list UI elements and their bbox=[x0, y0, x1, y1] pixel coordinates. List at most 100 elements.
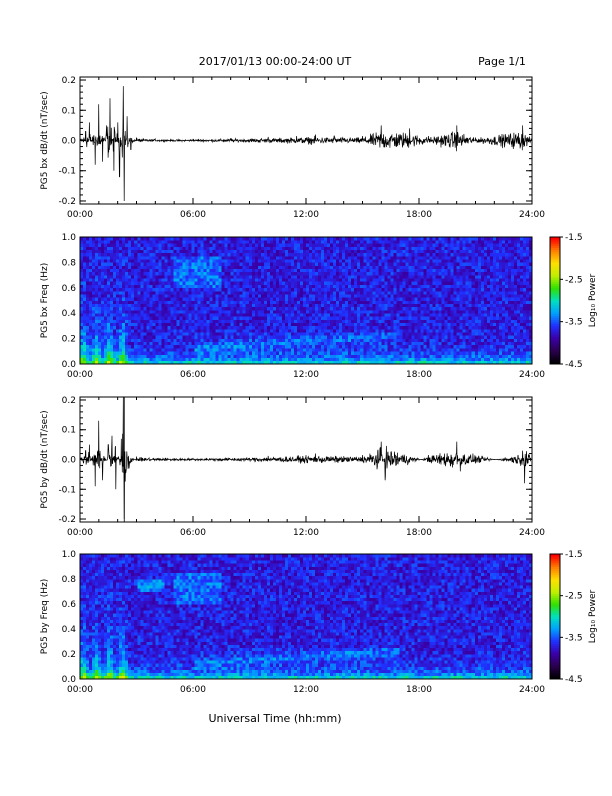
spectrogram-cell bbox=[321, 326, 324, 329]
spectrogram-cell bbox=[167, 329, 170, 332]
spectrogram-cell bbox=[321, 354, 324, 357]
spectrogram-cell bbox=[276, 262, 279, 265]
spectrogram-cell bbox=[195, 240, 198, 243]
spectrogram-cell bbox=[321, 266, 324, 269]
spectrogram-cell bbox=[381, 320, 384, 323]
spectrogram-cell bbox=[146, 326, 149, 329]
spectrogram-cell bbox=[125, 351, 128, 354]
spectrogram-cell bbox=[408, 332, 411, 335]
spectrogram-cell bbox=[119, 253, 122, 256]
x-tick-label: 00:00 bbox=[67, 370, 93, 380]
spectrogram-cell bbox=[210, 237, 213, 240]
spectrogram-cell bbox=[228, 313, 231, 316]
x-tick-label: 00:00 bbox=[67, 210, 93, 220]
spectrogram-cell bbox=[321, 256, 324, 259]
spectrogram-cell bbox=[89, 253, 92, 256]
spectrogram-cell bbox=[237, 240, 240, 243]
spectrogram-cell bbox=[116, 237, 119, 240]
spectrogram-cell bbox=[137, 285, 140, 288]
spectrogram-cell bbox=[351, 253, 354, 256]
spectrogram-cell bbox=[152, 250, 155, 253]
spectrogram-cell bbox=[369, 291, 372, 294]
spectrogram-cell bbox=[267, 335, 270, 338]
spectrogram-cell bbox=[255, 329, 258, 332]
spectrogram-cell bbox=[411, 281, 414, 284]
spectrogram-cell bbox=[195, 348, 198, 351]
spectrogram-cell bbox=[348, 281, 351, 284]
spectrogram-cell bbox=[273, 269, 276, 272]
spectrogram-cell bbox=[131, 269, 134, 272]
spectrogram-cell bbox=[288, 247, 291, 250]
spectrogram-cell bbox=[390, 342, 393, 345]
spectrogram-cell bbox=[216, 326, 219, 329]
spectrogram-cell bbox=[176, 307, 179, 310]
spectrogram-cell bbox=[421, 262, 424, 265]
spectrogram-cell bbox=[191, 259, 194, 262]
spectrogram-cell bbox=[282, 323, 285, 326]
spectrogram-cell bbox=[315, 320, 318, 323]
spectrogram-cell bbox=[303, 253, 306, 256]
spectrogram-cell bbox=[324, 339, 327, 342]
spectrogram-cell bbox=[149, 281, 152, 284]
spectrogram-cell bbox=[430, 301, 433, 304]
spectrogram-cell bbox=[291, 294, 294, 297]
spectrogram-cell bbox=[143, 345, 146, 348]
spectrogram-cell bbox=[390, 301, 393, 304]
spectrogram-cell bbox=[360, 256, 363, 259]
spectrogram-cell bbox=[83, 358, 86, 361]
spectrogram-cell bbox=[285, 307, 288, 310]
spectrogram-cell bbox=[225, 240, 228, 243]
spectrogram-cell bbox=[336, 332, 339, 335]
spectrogram-cell bbox=[375, 266, 378, 269]
spectrogram-cell bbox=[83, 243, 86, 246]
spectrogram-cell bbox=[402, 275, 405, 278]
spectrogram-cell bbox=[306, 329, 309, 332]
spectrogram-cell bbox=[255, 351, 258, 354]
spectrogram-cell bbox=[110, 253, 113, 256]
data-series-line bbox=[80, 86, 532, 201]
spectrogram-cell bbox=[252, 342, 255, 345]
spectrogram-cell bbox=[104, 358, 107, 361]
spectrogram-cell bbox=[131, 320, 134, 323]
spectrogram-cell bbox=[399, 301, 402, 304]
spectrogram-cell bbox=[381, 266, 384, 269]
spectrogram-cell bbox=[125, 297, 128, 300]
spectrogram-cell bbox=[309, 304, 312, 307]
spectrogram-cell bbox=[216, 259, 219, 262]
spectrogram-cell bbox=[198, 329, 201, 332]
spectrogram-cell bbox=[421, 348, 424, 351]
spectrogram-cell bbox=[303, 342, 306, 345]
spectrogram-cell bbox=[408, 262, 411, 265]
spectrogram-cell bbox=[92, 275, 95, 278]
spectrogram-cell bbox=[125, 288, 128, 291]
spectrogram-cell bbox=[427, 240, 430, 243]
spectrogram-cell bbox=[89, 310, 92, 313]
spectrogram-cell bbox=[198, 256, 201, 259]
spectrogram-cell bbox=[89, 354, 92, 357]
spectrogram-cell bbox=[222, 326, 225, 329]
spectrogram-cell bbox=[405, 266, 408, 269]
spectrogram-cell bbox=[288, 342, 291, 345]
spectrogram-cell bbox=[113, 339, 116, 342]
spectrogram-cell bbox=[324, 348, 327, 351]
spectrogram-cell bbox=[116, 354, 119, 357]
spectrogram-cell bbox=[149, 250, 152, 253]
spectrogram-cell bbox=[291, 259, 294, 262]
spectrogram-cell bbox=[433, 354, 436, 357]
spectrogram-cell bbox=[427, 316, 430, 319]
spectrogram-cell bbox=[282, 301, 285, 304]
spectrogram-cell bbox=[173, 354, 176, 357]
spectrogram-cell bbox=[243, 354, 246, 357]
spectrogram-cell bbox=[309, 320, 312, 323]
spectrogram-cell bbox=[297, 345, 300, 348]
spectrogram-cell bbox=[134, 259, 137, 262]
spectrogram-cell bbox=[427, 250, 430, 253]
spectrogram-cell bbox=[327, 351, 330, 354]
spectrogram-cell bbox=[288, 272, 291, 275]
spectrogram-cell bbox=[381, 272, 384, 275]
spectrogram-cell bbox=[430, 304, 433, 307]
spectrogram-cell bbox=[324, 342, 327, 345]
spectrogram-cell bbox=[360, 291, 363, 294]
spectrogram-cell bbox=[243, 256, 246, 259]
spectrogram-cell bbox=[387, 288, 390, 291]
